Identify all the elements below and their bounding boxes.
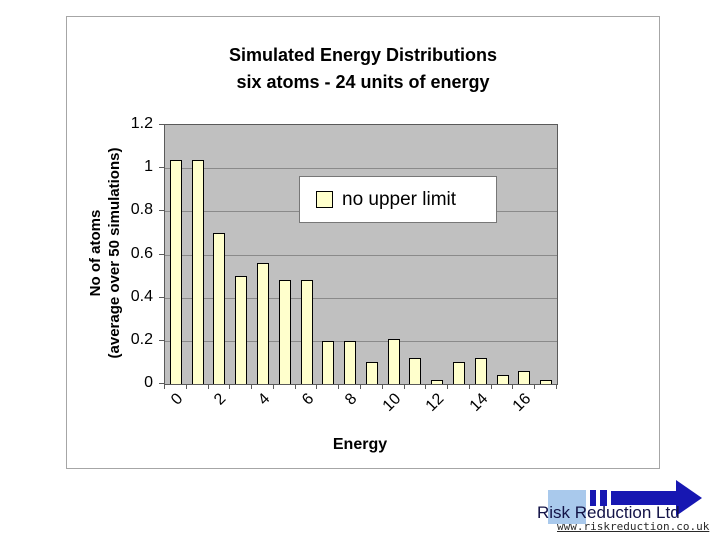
bar-energy-16: [518, 371, 531, 384]
logo-arrow-segment-icon: [600, 490, 607, 506]
x-axis-tick: [229, 384, 231, 389]
y-tick-label: 0.4: [130, 287, 153, 305]
y-axis-tick: [159, 253, 164, 255]
x-axis-title: Energy: [332, 436, 388, 453]
bar-energy-8: [344, 340, 357, 384]
chart-legend: no upper limit: [299, 176, 497, 223]
x-axis-tick: [425, 384, 427, 389]
x-axis-tick: [556, 384, 557, 389]
x-axis-tick: [207, 384, 209, 389]
bar-energy-14: [474, 358, 487, 384]
bar-energy-12: [431, 379, 444, 384]
y-tick-label: 1.2: [130, 115, 153, 132]
gridline: [165, 340, 557, 342]
gridline: [165, 168, 557, 170]
y-axis-tick: [159, 167, 164, 169]
bar-energy-11: [409, 358, 422, 384]
y-axis-tick: [159, 339, 164, 341]
y-tick-label: 1: [144, 158, 153, 176]
x-axis-tick: [338, 384, 340, 389]
bar-energy-0: [169, 159, 182, 384]
plot-area: [164, 124, 558, 385]
legend-swatch-icon: [316, 191, 333, 208]
chart-title-line1: Simulated Energy Distributions: [228, 45, 498, 65]
logo-square-icon: [548, 490, 586, 524]
bar-energy-6: [300, 280, 313, 384]
y-axis-tick: [159, 210, 164, 212]
x-axis-tick: [316, 384, 318, 389]
bar-energy-4: [257, 263, 269, 384]
logo-arrow-segment-icon: [590, 490, 596, 506]
y-axis-title-line1: No of atoms: [87, 209, 104, 297]
bar-energy-5: [278, 280, 291, 384]
x-axis-tick: [381, 384, 383, 389]
x-axis-tick: [512, 384, 514, 389]
x-axis-tick: [468, 384, 470, 389]
logo-company-name: Risk Reduction Ltd: [537, 503, 680, 522]
y-tick-label: 0: [144, 374, 153, 391]
chart-title-line2: six atoms - 24 units of energy: [236, 72, 490, 92]
bar-energy-13: [453, 362, 465, 384]
logo-website-url: www.riskreduction.co.uk: [557, 520, 710, 533]
y-axis-tick: [159, 296, 164, 298]
x-axis-tick: [272, 384, 274, 389]
x-axis-tick: [447, 384, 449, 389]
x-axis-tick: [164, 384, 165, 389]
x-axis-tick: [185, 384, 187, 389]
gridline: [165, 297, 557, 299]
bar-energy-17: [540, 379, 553, 384]
gridline: [165, 254, 557, 256]
x-axis-tick: [490, 384, 492, 389]
bar-energy-1: [191, 159, 204, 384]
bar-energy-15: [496, 375, 509, 384]
x-axis-tick: [360, 384, 361, 389]
chart-frame: Simulated Energy Distributions six atoms…: [66, 16, 660, 469]
company-logo: Risk Reduction Ltd www.riskreduction.co.…: [530, 475, 720, 537]
y-tick-label: 0.6: [130, 244, 153, 262]
bar-energy-2: [213, 232, 226, 384]
logo-arrow-head-icon: [676, 480, 702, 516]
bar-energy-7: [322, 340, 335, 384]
bar-energy-10: [387, 338, 400, 384]
y-axis-tick: [159, 383, 164, 384]
legend-label: no upper limit: [342, 188, 457, 210]
x-axis-tick: [294, 384, 296, 389]
bar-energy-3: [235, 276, 248, 384]
bar-energy-9: [365, 362, 378, 384]
logo-arrow-shaft-icon: [611, 491, 676, 505]
y-tick-label: 0.8: [130, 201, 153, 219]
x-axis-tick: [251, 384, 253, 389]
y-tick-label: 0.2: [130, 330, 153, 348]
chart-title: Simulated Energy Distributions six atoms…: [67, 42, 659, 96]
x-axis-tick: [534, 384, 536, 389]
y-axis-tick: [159, 124, 164, 125]
x-axis-tick: [403, 384, 405, 389]
